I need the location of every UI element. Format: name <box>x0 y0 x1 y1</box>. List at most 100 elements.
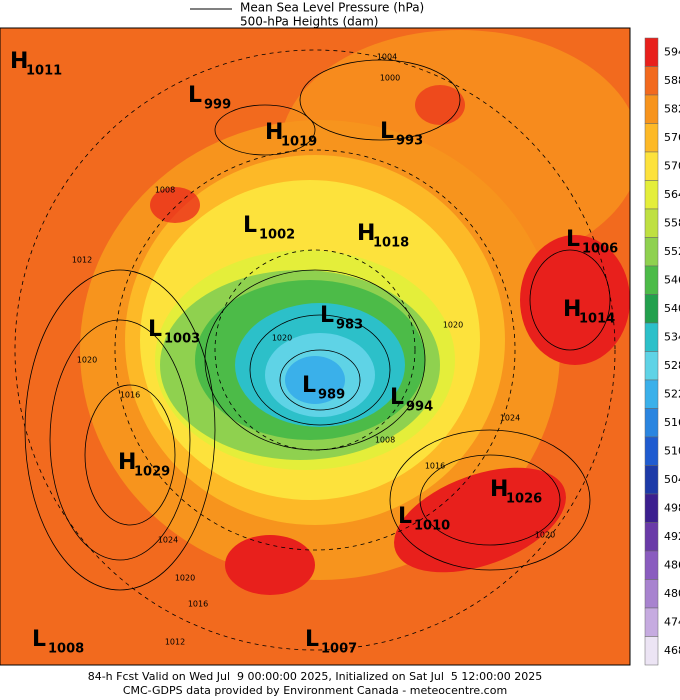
colorbar-swatch <box>644 123 659 153</box>
center-letter: H <box>490 477 508 502</box>
isobar-label: 1020 <box>77 356 97 365</box>
center-letter: H <box>10 49 28 74</box>
center-value: 989 <box>318 388 345 403</box>
colorbar-swatch <box>644 351 659 381</box>
colorbar-label: 576 <box>664 131 680 144</box>
colorbar-label: 540 <box>664 302 680 315</box>
isobar-labels: 1004 1000 1008 1012 1020 1016 1020 1024 1020 1016… <box>72 53 555 647</box>
colorbar-label: 510 <box>664 444 680 457</box>
colorbar: 594 588 582 576 570 564 558 552 546 540 534 528 522 5… <box>644 37 680 666</box>
colorbar-swatch <box>644 408 659 438</box>
center-letter: H <box>357 221 375 246</box>
colorbar-swatch <box>644 237 659 267</box>
center-letter: L <box>148 317 162 342</box>
isobar-label: 1016 <box>425 462 445 471</box>
isobar-label: 1024 <box>500 414 520 423</box>
colorbar-label: 504 <box>664 473 680 486</box>
center-letter: L <box>302 373 316 398</box>
center-letter: L <box>566 227 580 252</box>
isobar-label: 1020 <box>272 334 292 343</box>
colorbar-swatch <box>644 208 659 238</box>
center-value: 1007 <box>321 642 357 657</box>
center-letter: H <box>265 120 283 145</box>
center-letter: L <box>305 627 319 652</box>
colorbar-swatch <box>644 37 659 67</box>
center-letter: L <box>320 303 334 328</box>
isobar-label: 1020 <box>535 531 555 540</box>
center-value: 1006 <box>582 242 618 257</box>
center-value: 999 <box>204 98 231 113</box>
colorbar-label: 528 <box>664 359 680 372</box>
colorbar-label: 564 <box>664 188 680 201</box>
colorbar-swatch <box>644 465 659 495</box>
isobar-label: 1008 <box>375 436 395 445</box>
center-letter: H <box>563 297 581 322</box>
center-value: 1010 <box>414 519 450 534</box>
center-value: 1014 <box>579 312 615 327</box>
colorbar-label: 588 <box>664 74 680 87</box>
colorbar-swatch <box>644 322 659 352</box>
isobar-label: 1020 <box>443 321 463 330</box>
colorbar-label: 474 <box>664 615 680 628</box>
center-value: 1011 <box>26 64 62 79</box>
colorbar-swatch <box>644 607 659 637</box>
center-value: 1003 <box>164 332 200 347</box>
isobar-label: 1016 <box>188 600 208 609</box>
center-letter: H <box>118 450 136 475</box>
center-value: 993 <box>396 134 423 149</box>
colorbar-swatch <box>644 265 659 295</box>
colorbar-label: 552 <box>664 245 680 258</box>
center-letter: L <box>398 504 412 529</box>
center-value: 1029 <box>134 465 170 480</box>
center-letter: L <box>32 627 46 652</box>
map-frame <box>0 27 631 666</box>
center-letter: L <box>390 385 404 410</box>
colorbar-swatch <box>644 550 659 580</box>
center-value: 1026 <box>506 492 542 507</box>
isobar-label: 1024 <box>158 536 178 545</box>
legend-fill-label: 500-hPa Heights (dam) <box>240 15 378 29</box>
footer-line: 84-h Fcst Valid on Wed Jul 9 00:00:00 20… <box>88 670 543 683</box>
colorbar-swatch <box>644 94 659 124</box>
colorbar-label: 492 <box>664 530 680 543</box>
center-value: 1019 <box>281 135 317 150</box>
isobar-label: 1016 <box>120 391 140 400</box>
isobar-label: 1012 <box>165 638 185 647</box>
isobar-label: 1008 <box>155 186 175 195</box>
colorbar-label: 546 <box>664 273 680 286</box>
colorbar-swatch <box>644 636 659 666</box>
legend-line-label: Mean Sea Level Pressure (hPa) <box>240 1 424 15</box>
colorbar-label: 468 <box>664 644 680 657</box>
isobar-label: 1004 <box>377 53 397 62</box>
center-value: 1018 <box>373 236 409 251</box>
center-letter: L <box>188 83 202 108</box>
footer-line: CMC-GDPS data provided by Environment Ca… <box>123 684 507 697</box>
colorbar-label: 522 <box>664 387 680 400</box>
center-value: 1008 <box>48 642 84 657</box>
colorbar-label: 570 <box>664 159 680 172</box>
colorbar-label: 534 <box>664 330 680 343</box>
colorbar-swatch <box>644 294 659 324</box>
colorbar-label: 582 <box>664 102 680 115</box>
colorbar-swatch <box>644 180 659 210</box>
center-letter: L <box>380 119 394 144</box>
colorbar-label: 516 <box>664 416 680 429</box>
isobar-label: 1000 <box>380 74 400 83</box>
colorbar-swatch <box>644 66 659 96</box>
colorbar-swatch <box>644 579 659 609</box>
colorbar-label: 594 <box>664 45 680 58</box>
colorbar-label: 498 <box>664 501 680 514</box>
center-value: 1002 <box>259 228 295 243</box>
colorbar-swatch <box>644 379 659 409</box>
colorbar-label: 558 <box>664 216 680 229</box>
colorbar-swatch <box>644 436 659 466</box>
center-value: 983 <box>336 318 363 333</box>
colorbar-swatch <box>644 151 659 181</box>
center-letter: L <box>243 213 257 238</box>
center-value: 994 <box>406 400 433 415</box>
colorbar-swatch <box>644 493 659 523</box>
isobar-label: 1012 <box>72 256 92 265</box>
colorbar-label: 480 <box>664 587 680 600</box>
